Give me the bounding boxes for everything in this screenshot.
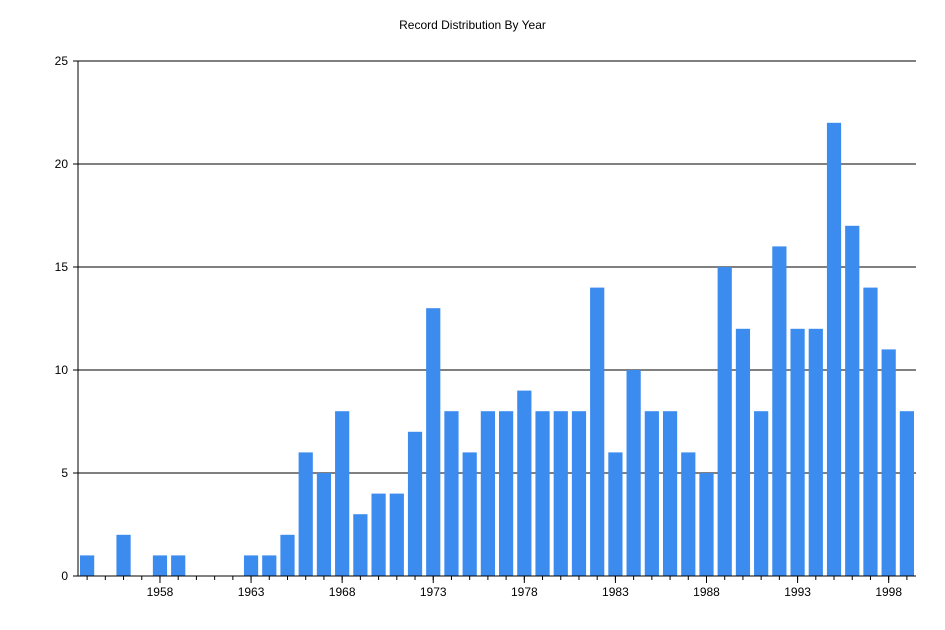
x-tick-label-1958: 1958 <box>147 585 174 599</box>
bar-1999 <box>899 411 914 576</box>
x-tick-label-1998: 1998 <box>875 585 902 599</box>
bar-1963 <box>243 555 259 576</box>
bar-1975 <box>462 452 477 576</box>
bar-1977 <box>499 411 514 576</box>
bar-1998 <box>881 349 896 576</box>
x-tick-label-1978: 1978 <box>511 585 538 599</box>
x-tick-label-1973: 1973 <box>420 585 447 599</box>
y-tick-label-25: 25 <box>55 54 69 68</box>
bar-1972 <box>407 431 423 576</box>
chart-title: Record Distribution By Year <box>399 18 546 32</box>
bar-1989 <box>717 267 732 576</box>
x-tick-label-1988: 1988 <box>693 585 720 599</box>
bar-1985 <box>644 411 659 576</box>
y-tick-label-5: 5 <box>61 466 68 480</box>
bar-1996 <box>845 225 860 577</box>
bar-1964 <box>262 555 277 576</box>
bar-1981 <box>571 411 587 576</box>
bar-1954 <box>80 555 95 576</box>
bar-1993 <box>790 328 805 576</box>
bars <box>80 122 914 577</box>
y-tick-label-15: 15 <box>55 260 69 274</box>
y-tick-label-10: 10 <box>55 363 69 377</box>
bar-1986 <box>662 411 678 576</box>
bar-1958 <box>152 555 168 576</box>
bar-1979 <box>535 411 550 576</box>
x-tick-label-1968: 1968 <box>329 585 356 599</box>
bar-1978 <box>517 390 532 576</box>
bar-1971 <box>389 493 404 576</box>
bar-1959 <box>171 555 186 576</box>
bar-1956 <box>116 534 131 576</box>
axes <box>73 60 916 583</box>
bar-1974 <box>444 411 459 576</box>
bar-1997 <box>863 287 878 576</box>
bar-1987 <box>681 452 696 576</box>
bar-1984 <box>626 370 641 576</box>
x-tick-label-1993: 1993 <box>784 585 811 599</box>
bar-1988 <box>699 473 714 576</box>
bar-1966 <box>298 452 313 576</box>
bar-1983 <box>608 452 623 576</box>
bar-1970 <box>371 493 386 576</box>
bar-1973 <box>426 308 441 576</box>
bar-1965 <box>280 534 295 576</box>
bar-1990 <box>735 328 751 576</box>
bar-1968 <box>335 411 350 576</box>
gridlines <box>78 60 916 577</box>
bar-1967 <box>316 473 332 576</box>
tick-labels: 0 5 10 15 20 25 1958 1963 1968 1973 1978 1983 1988 19… <box>55 54 903 599</box>
bar-1969 <box>353 514 368 576</box>
bar-1976 <box>480 411 495 576</box>
y-tick-label-0: 0 <box>61 569 68 583</box>
bar-1982 <box>590 287 605 576</box>
x-tick-label-1983: 1983 <box>602 585 629 599</box>
bar-1980 <box>553 411 568 576</box>
bar-1994 <box>808 328 823 576</box>
bar-1995 <box>826 122 842 577</box>
x-tick-label-1963: 1963 <box>238 585 265 599</box>
bar-1991 <box>754 411 769 576</box>
y-tick-label-20: 20 <box>55 157 69 171</box>
bar-1992 <box>772 246 787 576</box>
